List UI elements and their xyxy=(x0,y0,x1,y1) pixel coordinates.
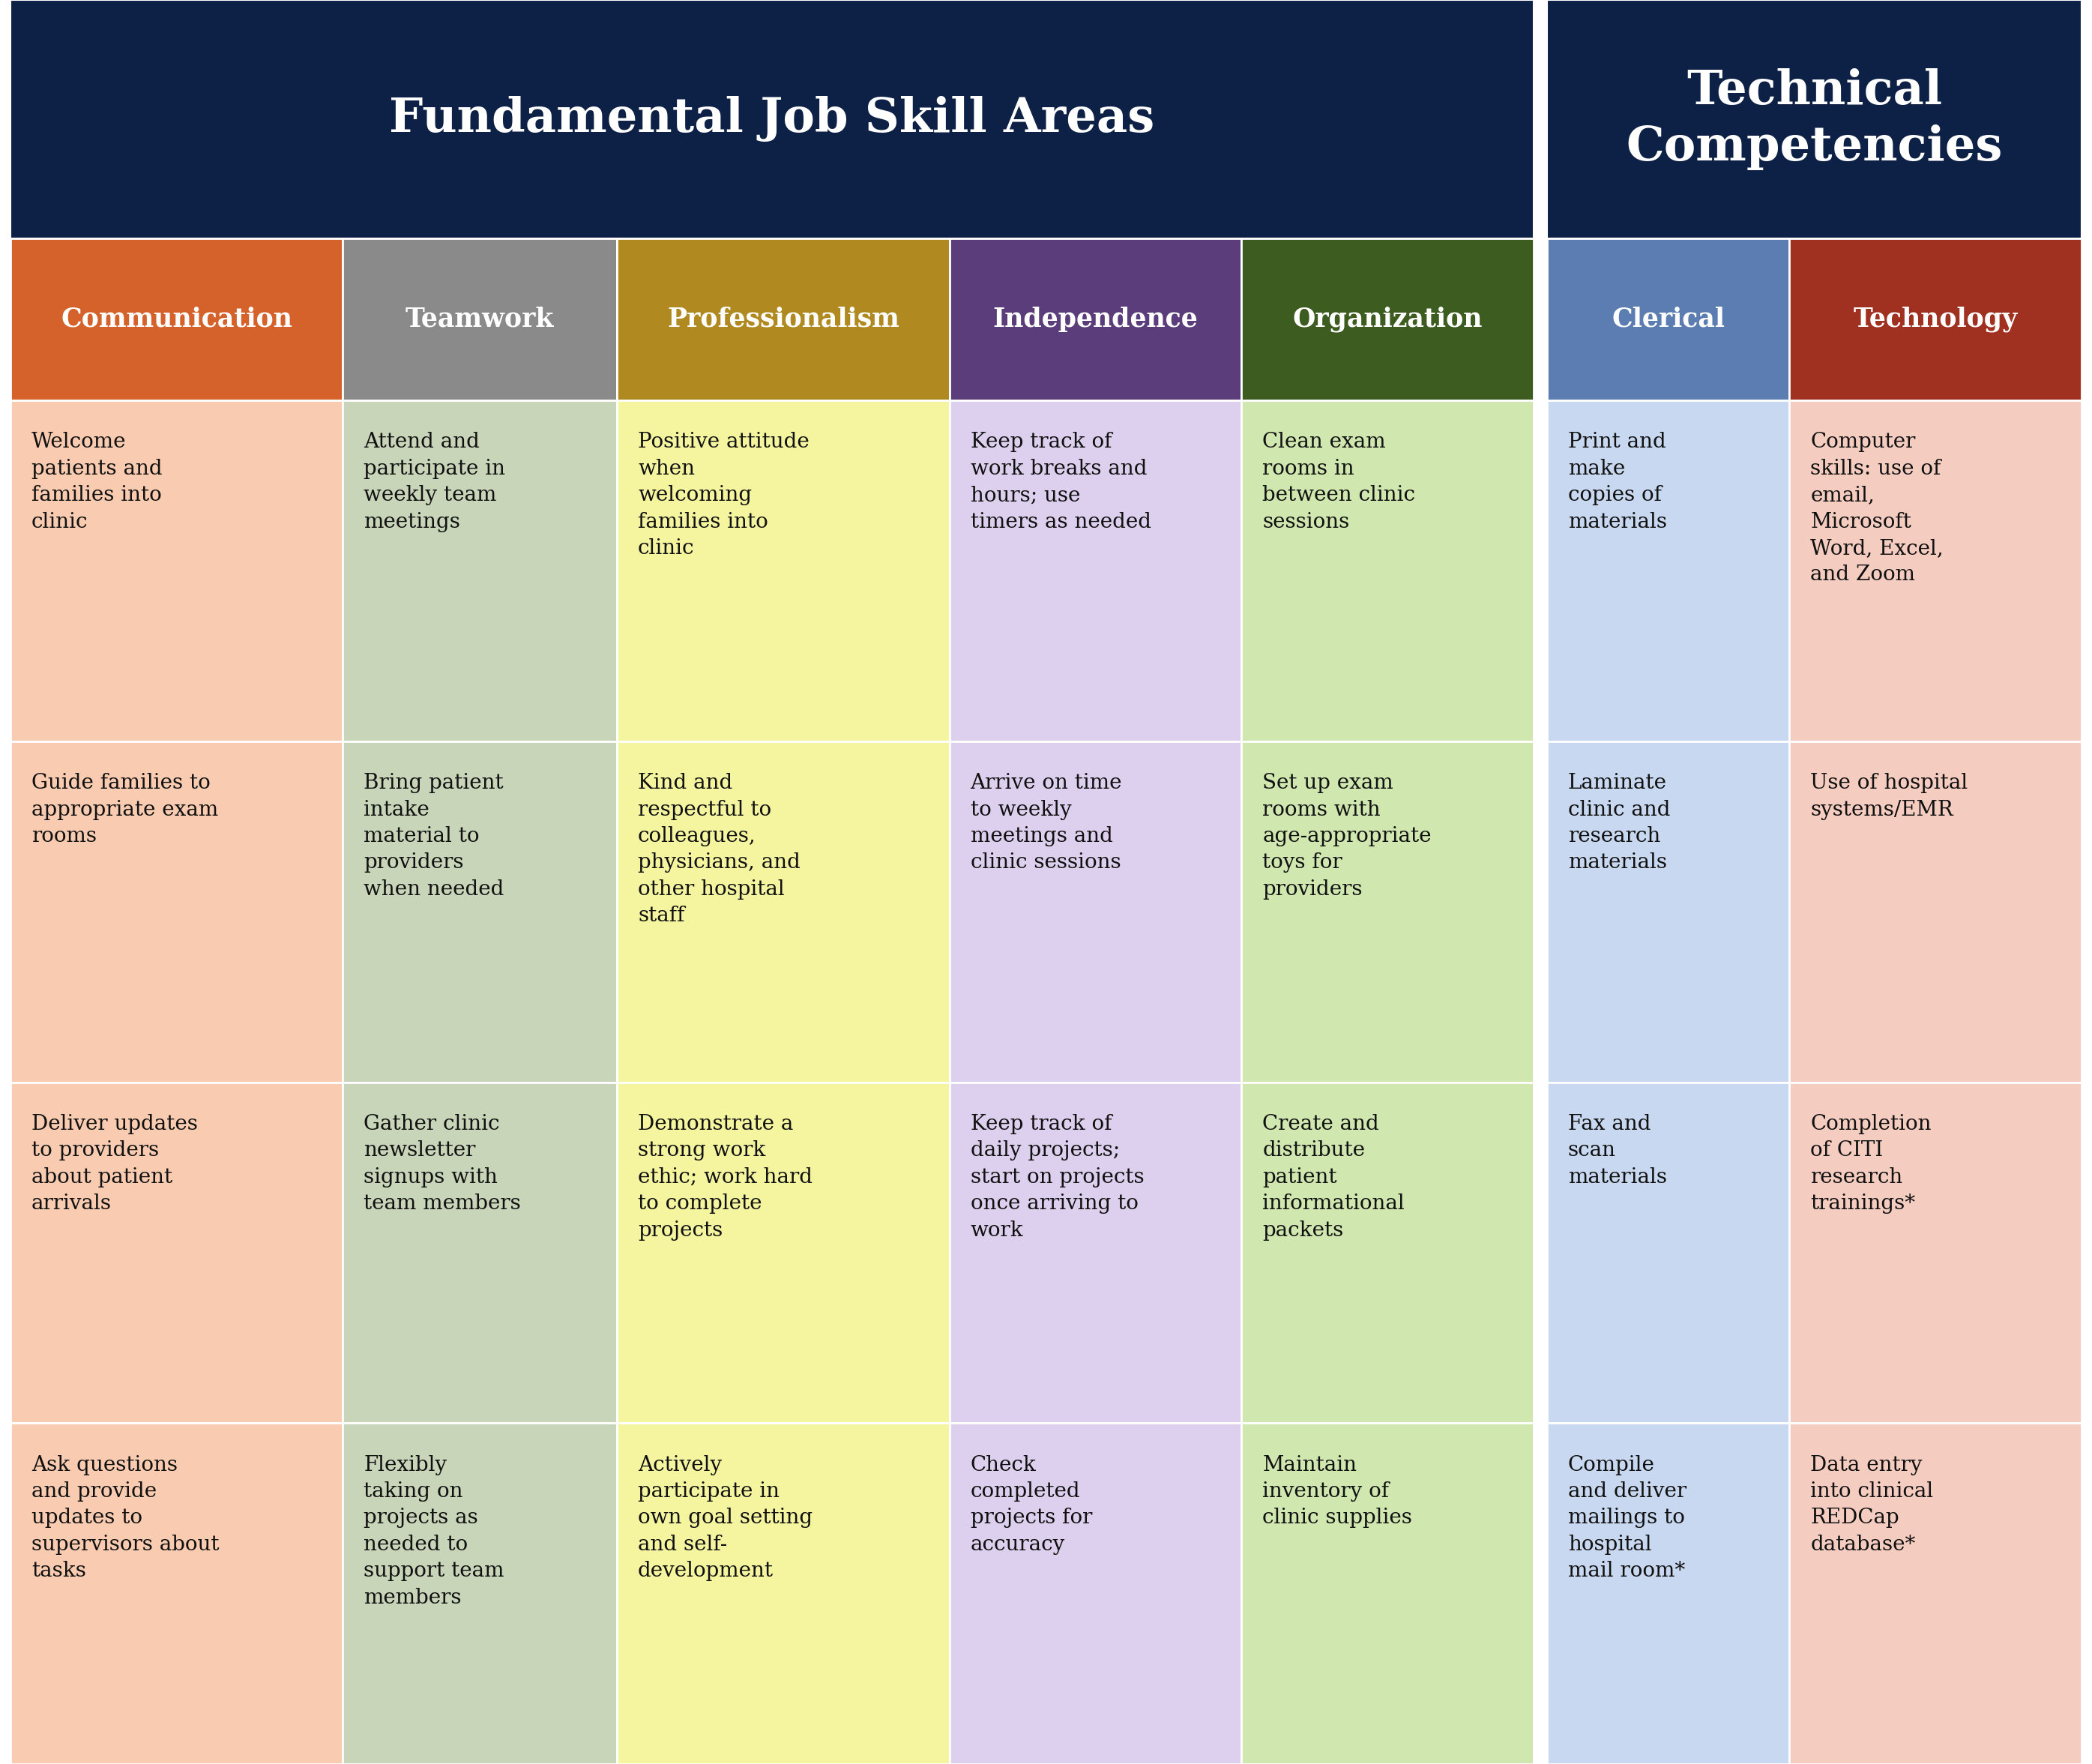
Bar xyxy=(10,238,343,400)
Text: Use of hospital
systems/EMR: Use of hospital systems/EMR xyxy=(1810,773,1969,820)
Text: Clean exam
rooms in
between clinic
sessions: Clean exam rooms in between clinic sessi… xyxy=(1261,432,1416,533)
Text: Completion
of CITI
research
trainings*: Completion of CITI research trainings* xyxy=(1810,1115,1931,1214)
Text: Create and
distribute
patient
informational
packets: Create and distribute patient informatio… xyxy=(1261,1115,1404,1240)
Bar xyxy=(343,1424,617,1764)
Bar xyxy=(1546,1424,1789,1764)
Bar xyxy=(1241,1081,1533,1424)
Bar xyxy=(617,1424,950,1764)
Bar xyxy=(1546,741,1789,1083)
Text: Arrive on time
to weekly
meetings and
clinic sessions: Arrive on time to weekly meetings and cl… xyxy=(971,773,1121,873)
Bar xyxy=(617,400,950,741)
Text: Kind and
respectful to
colleagues,
physicians, and
other hospital
staff: Kind and respectful to colleagues, physi… xyxy=(638,773,801,926)
Bar xyxy=(617,238,950,400)
Bar xyxy=(950,238,1241,400)
Text: Compile
and deliver
mailings to
hospital
mail room*: Compile and deliver mailings to hospital… xyxy=(1567,1455,1686,1581)
Text: Positive attitude
when
welcoming
families into
clinic: Positive attitude when welcoming familie… xyxy=(638,432,810,559)
Bar xyxy=(343,741,617,1083)
Bar xyxy=(343,1081,617,1424)
Bar xyxy=(950,1424,1241,1764)
Text: Set up exam
rooms with
age-appropriate
toys for
providers: Set up exam rooms with age-appropriate t… xyxy=(1261,773,1431,900)
Text: Actively
participate in
own goal setting
and self-
development: Actively participate in own goal setting… xyxy=(638,1455,812,1581)
Bar xyxy=(950,1081,1241,1424)
Bar xyxy=(1546,400,1789,741)
Bar xyxy=(1546,238,1789,400)
Bar xyxy=(343,238,617,400)
Text: Teamwork: Teamwork xyxy=(406,307,554,332)
Bar xyxy=(1241,238,1533,400)
Text: Technical
Competencies: Technical Competencies xyxy=(1625,69,2002,169)
Text: Check
completed
projects for
accuracy: Check completed projects for accuracy xyxy=(971,1455,1092,1554)
Bar xyxy=(617,1081,950,1424)
Bar xyxy=(1546,1081,1789,1424)
Text: Laminate
clinic and
research
materials: Laminate clinic and research materials xyxy=(1567,773,1669,873)
Text: Print and
make
copies of
materials: Print and make copies of materials xyxy=(1567,432,1667,533)
Text: Flexibly
taking on
projects as
needed to
support team
members: Flexibly taking on projects as needed to… xyxy=(364,1455,504,1607)
Text: Professionalism: Professionalism xyxy=(667,307,900,332)
Text: Welcome
patients and
families into
clinic: Welcome patients and families into clini… xyxy=(31,432,163,533)
Text: Data entry
into clinical
REDCap
database*: Data entry into clinical REDCap database… xyxy=(1810,1455,1933,1554)
Text: Keep track of
work breaks and
hours; use
timers as needed: Keep track of work breaks and hours; use… xyxy=(971,432,1151,533)
Text: Bring patient
intake
material to
providers
when needed: Bring patient intake material to provide… xyxy=(364,773,504,900)
Text: Keep track of
daily projects;
start on projects
once arriving to
work: Keep track of daily projects; start on p… xyxy=(971,1115,1144,1240)
Bar xyxy=(343,400,617,741)
Bar xyxy=(10,741,343,1083)
Text: Attend and
participate in
weekly team
meetings: Attend and participate in weekly team me… xyxy=(364,432,506,533)
Text: Ask questions
and provide
updates to
supervisors about
tasks: Ask questions and provide updates to sup… xyxy=(31,1455,220,1581)
Bar xyxy=(1789,238,2082,400)
Text: Deliver updates
to providers
about patient
arrivals: Deliver updates to providers about patie… xyxy=(31,1115,197,1214)
Text: Computer
skills: use of
email,
Microsoft
Word, Excel,
and Zoom: Computer skills: use of email, Microsoft… xyxy=(1810,432,1943,586)
Text: Communication: Communication xyxy=(61,307,293,332)
Bar xyxy=(10,1081,343,1424)
Text: Organization: Organization xyxy=(1293,307,1483,332)
Bar xyxy=(1789,1424,2082,1764)
Text: Gather clinic
newsletter
signups with
team members: Gather clinic newsletter signups with te… xyxy=(364,1115,521,1214)
Bar xyxy=(1789,1081,2082,1424)
Bar xyxy=(1241,741,1533,1083)
Text: Demonstrate a
strong work
ethic; work hard
to complete
projects: Demonstrate a strong work ethic; work ha… xyxy=(638,1115,812,1240)
Text: Independence: Independence xyxy=(994,307,1199,332)
Text: Fundamental Job Skill Areas: Fundamental Job Skill Areas xyxy=(389,97,1155,141)
Bar xyxy=(950,741,1241,1083)
Text: Maintain
inventory of
clinic supplies: Maintain inventory of clinic supplies xyxy=(1261,1455,1412,1528)
Bar xyxy=(10,0,1533,238)
Bar xyxy=(10,1424,343,1764)
Bar xyxy=(617,741,950,1083)
Bar xyxy=(1241,1424,1533,1764)
Text: Guide families to
appropriate exam
rooms: Guide families to appropriate exam rooms xyxy=(31,773,218,847)
Text: Clerical: Clerical xyxy=(1611,307,1724,332)
Bar xyxy=(1546,0,2082,238)
Bar xyxy=(1789,400,2082,741)
Bar xyxy=(950,400,1241,741)
Text: Fax and
scan
materials: Fax and scan materials xyxy=(1567,1115,1667,1187)
Bar xyxy=(1789,741,2082,1083)
Bar xyxy=(1241,400,1533,741)
Bar xyxy=(10,400,343,741)
Text: Technology: Technology xyxy=(1854,307,2017,332)
